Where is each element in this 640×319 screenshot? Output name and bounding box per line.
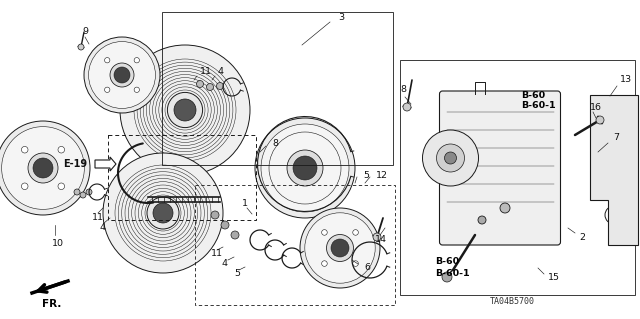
Circle shape: [174, 99, 196, 121]
Circle shape: [500, 203, 510, 213]
Circle shape: [442, 272, 452, 282]
Circle shape: [2, 127, 84, 209]
Text: 16: 16: [590, 103, 602, 113]
Text: E-19: E-19: [63, 159, 87, 169]
Circle shape: [261, 124, 349, 212]
Polygon shape: [590, 95, 638, 245]
FancyBboxPatch shape: [440, 91, 561, 245]
Circle shape: [221, 221, 229, 229]
Circle shape: [110, 63, 134, 87]
Circle shape: [58, 146, 65, 153]
Circle shape: [134, 87, 140, 93]
Text: B-60: B-60: [435, 257, 459, 266]
Text: 12: 12: [376, 170, 388, 180]
Circle shape: [104, 87, 110, 93]
Text: 4: 4: [222, 258, 228, 268]
Text: 5: 5: [363, 170, 369, 180]
Circle shape: [196, 80, 204, 87]
Circle shape: [353, 261, 358, 266]
Circle shape: [300, 208, 380, 288]
Text: B-60-1: B-60-1: [521, 101, 556, 110]
Circle shape: [33, 158, 53, 178]
Circle shape: [211, 211, 219, 219]
Circle shape: [293, 156, 317, 180]
Circle shape: [168, 93, 203, 128]
Bar: [195, 185, 395, 305]
Circle shape: [255, 118, 355, 218]
Circle shape: [21, 183, 28, 189]
Text: B-60-1: B-60-1: [435, 269, 470, 278]
Text: 14: 14: [375, 235, 387, 244]
Text: FR.: FR.: [42, 299, 61, 309]
Text: 8: 8: [400, 85, 406, 94]
Circle shape: [88, 41, 156, 108]
Text: 4: 4: [218, 68, 224, 77]
Text: 6: 6: [364, 263, 370, 271]
Circle shape: [216, 83, 223, 90]
Text: 2: 2: [579, 233, 585, 241]
Circle shape: [610, 113, 618, 121]
Circle shape: [403, 103, 411, 111]
Polygon shape: [95, 157, 116, 171]
Text: 15: 15: [548, 273, 560, 283]
Circle shape: [86, 189, 92, 195]
Circle shape: [231, 231, 239, 239]
Text: 10: 10: [52, 239, 64, 248]
Circle shape: [103, 153, 223, 273]
Text: 9: 9: [82, 27, 88, 36]
Text: TA04B5700: TA04B5700: [490, 298, 535, 307]
Circle shape: [147, 197, 179, 229]
Circle shape: [605, 206, 623, 224]
Text: 5: 5: [234, 269, 240, 278]
Circle shape: [114, 67, 130, 83]
Circle shape: [610, 211, 618, 219]
Circle shape: [153, 203, 173, 223]
Circle shape: [596, 116, 604, 124]
Circle shape: [445, 152, 456, 164]
Text: 11: 11: [211, 249, 223, 257]
Circle shape: [373, 233, 381, 241]
Circle shape: [422, 130, 479, 186]
Circle shape: [305, 213, 375, 283]
Text: 4: 4: [99, 224, 105, 233]
Circle shape: [478, 216, 486, 224]
Text: B-60: B-60: [521, 91, 545, 100]
Text: 7: 7: [613, 133, 619, 143]
Circle shape: [80, 192, 86, 198]
Circle shape: [353, 230, 358, 235]
Circle shape: [58, 183, 65, 189]
Circle shape: [104, 57, 110, 63]
Circle shape: [0, 121, 90, 215]
Circle shape: [21, 146, 28, 153]
Circle shape: [74, 189, 80, 195]
Text: 1: 1: [242, 199, 248, 209]
Circle shape: [287, 150, 323, 186]
Circle shape: [120, 45, 250, 175]
Circle shape: [28, 153, 58, 183]
Text: 8: 8: [272, 138, 278, 147]
Circle shape: [207, 84, 214, 91]
Text: 13: 13: [620, 76, 632, 85]
Circle shape: [326, 234, 353, 262]
Circle shape: [78, 44, 84, 50]
Bar: [108, 135, 256, 220]
Text: 11: 11: [200, 68, 212, 77]
Circle shape: [84, 37, 160, 113]
Text: 11: 11: [92, 212, 104, 221]
Circle shape: [436, 144, 465, 172]
Circle shape: [322, 230, 327, 235]
Text: 3: 3: [338, 13, 344, 23]
Circle shape: [322, 261, 327, 266]
Circle shape: [331, 239, 349, 257]
Circle shape: [605, 108, 623, 126]
Circle shape: [134, 57, 140, 63]
